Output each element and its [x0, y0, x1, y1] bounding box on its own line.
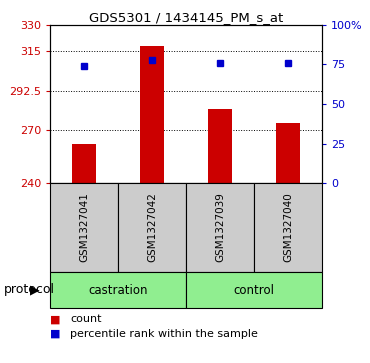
Bar — [50, 272, 186, 308]
Bar — [276, 123, 300, 183]
Title: GDS5301 / 1434145_PM_s_at: GDS5301 / 1434145_PM_s_at — [89, 11, 283, 24]
Text: castration: castration — [88, 284, 148, 297]
Bar — [118, 183, 186, 272]
Text: ■: ■ — [50, 329, 60, 339]
Bar — [50, 183, 118, 272]
Bar — [186, 272, 322, 308]
Text: protocol: protocol — [4, 284, 55, 297]
Text: GSM1327041: GSM1327041 — [79, 192, 89, 262]
Text: percentile rank within the sample: percentile rank within the sample — [70, 329, 258, 339]
Bar — [208, 109, 232, 183]
Bar — [254, 183, 322, 272]
Text: GSM1327039: GSM1327039 — [215, 192, 225, 262]
Text: GSM1327042: GSM1327042 — [147, 192, 157, 262]
Bar — [72, 144, 96, 183]
Bar — [186, 183, 254, 272]
Text: ■: ■ — [50, 314, 60, 324]
Bar — [140, 46, 164, 183]
Text: GSM1327040: GSM1327040 — [283, 193, 293, 262]
Text: count: count — [70, 314, 102, 324]
Text: ▶: ▶ — [30, 284, 40, 297]
Text: control: control — [233, 284, 275, 297]
